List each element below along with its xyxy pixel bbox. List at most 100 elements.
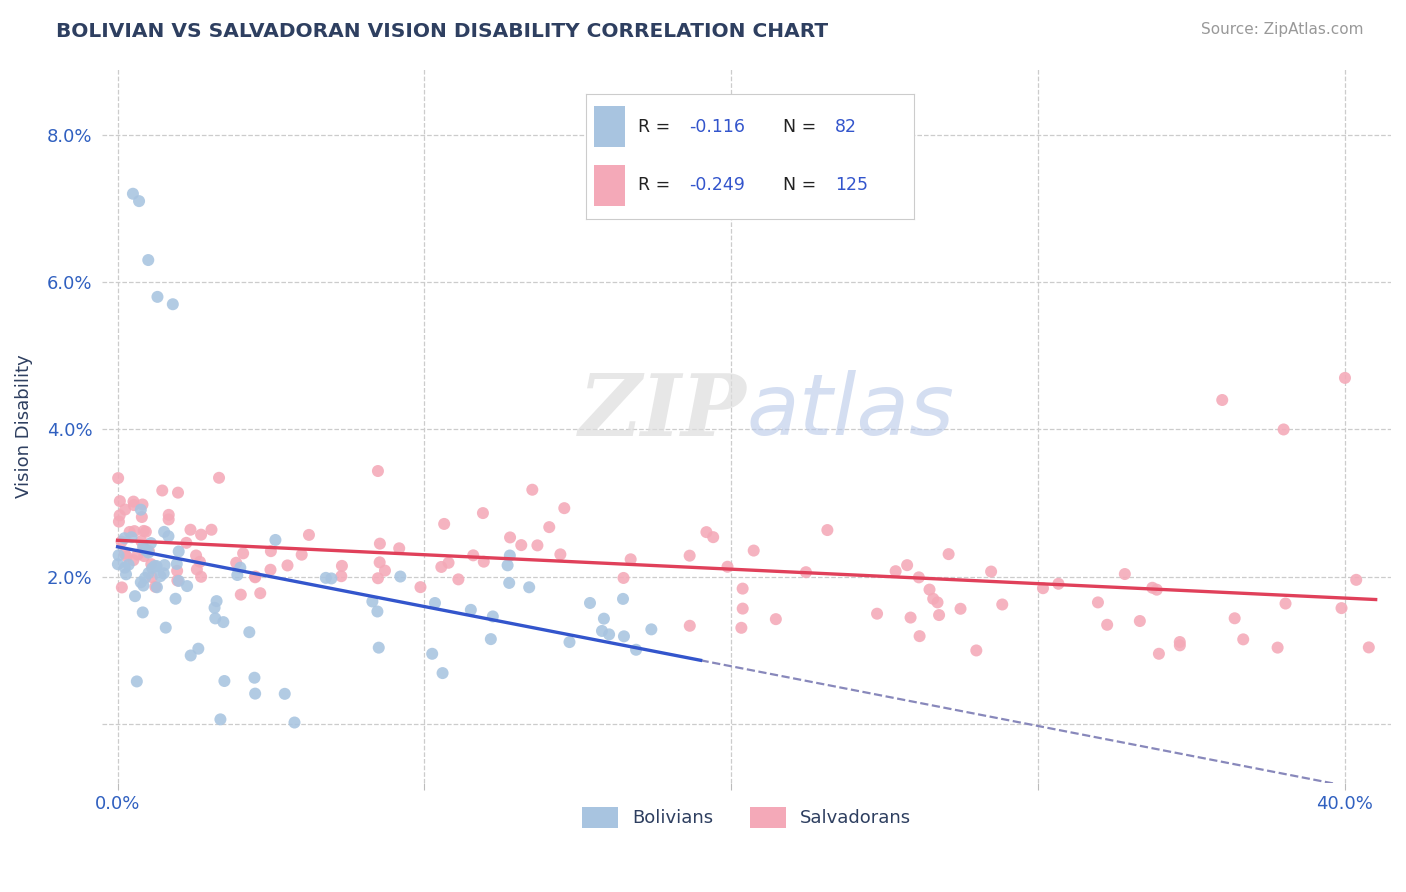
Point xyxy=(190,527,212,541)
Point xyxy=(765,612,787,626)
Point xyxy=(143,580,166,594)
Text: Source: ZipAtlas.com: Source: ZipAtlas.com xyxy=(1201,22,1364,37)
Point xyxy=(482,609,505,624)
Point xyxy=(612,591,634,606)
Point xyxy=(526,538,548,552)
Point xyxy=(1232,632,1254,647)
Point xyxy=(1147,647,1170,661)
Point xyxy=(991,598,1014,612)
Point xyxy=(204,600,226,615)
Point xyxy=(938,547,960,561)
Point xyxy=(980,565,1002,579)
Point xyxy=(132,524,155,538)
Point xyxy=(131,510,153,524)
Point xyxy=(367,571,389,585)
Point xyxy=(420,647,443,661)
Point xyxy=(730,621,752,635)
Point xyxy=(367,464,389,478)
Point xyxy=(620,552,643,566)
Point xyxy=(129,575,152,590)
Point xyxy=(129,502,152,516)
Point xyxy=(214,673,236,688)
Point xyxy=(187,641,209,656)
Point xyxy=(243,687,266,701)
Point xyxy=(315,571,337,585)
Point xyxy=(815,523,838,537)
Point xyxy=(155,621,177,635)
Point xyxy=(143,559,166,574)
Text: ZIP: ZIP xyxy=(579,370,747,453)
Text: atlas: atlas xyxy=(747,370,955,453)
Point xyxy=(110,534,132,549)
Point xyxy=(107,471,129,485)
Point xyxy=(731,582,754,596)
Point xyxy=(1168,635,1191,649)
Point xyxy=(212,615,235,629)
Point xyxy=(124,524,146,538)
Point xyxy=(132,578,155,592)
Point xyxy=(1168,638,1191,652)
Point xyxy=(149,569,172,583)
Point xyxy=(167,544,190,558)
Point xyxy=(366,605,388,619)
Point xyxy=(209,712,232,726)
Point xyxy=(553,501,575,516)
Point xyxy=(695,525,717,540)
Point xyxy=(388,541,411,556)
Point xyxy=(114,502,136,516)
Text: BOLIVIAN VS SALVADORAN VISION DISABILITY CORRELATION CHART: BOLIVIAN VS SALVADORAN VISION DISABILITY… xyxy=(56,22,828,41)
Point xyxy=(291,548,314,562)
Point xyxy=(447,573,470,587)
Point xyxy=(679,619,702,633)
Point xyxy=(471,506,494,520)
Point xyxy=(107,549,129,563)
Point xyxy=(141,557,163,571)
Point xyxy=(1129,614,1152,628)
Point xyxy=(229,560,252,574)
Point xyxy=(249,586,271,600)
Point xyxy=(157,529,180,543)
Point xyxy=(1334,371,1357,385)
Point xyxy=(949,601,972,615)
Legend: Bolivians, Salvadorans: Bolivians, Salvadorans xyxy=(575,799,918,835)
Point xyxy=(409,580,432,594)
Point xyxy=(232,546,254,560)
Point xyxy=(153,558,176,572)
Point xyxy=(114,546,136,560)
Point xyxy=(612,571,634,585)
Point xyxy=(238,625,260,640)
Point xyxy=(122,494,145,508)
Point xyxy=(1272,422,1295,436)
Point xyxy=(229,588,252,602)
Point xyxy=(432,666,454,681)
Point xyxy=(423,596,446,610)
Point xyxy=(134,549,156,563)
Point xyxy=(115,549,138,564)
Point xyxy=(498,576,520,591)
Point xyxy=(510,538,533,552)
Point xyxy=(138,566,160,580)
Point xyxy=(138,545,160,559)
Point xyxy=(150,483,173,498)
Point xyxy=(1146,582,1168,597)
Point xyxy=(538,520,561,534)
Point xyxy=(1267,640,1289,655)
Point xyxy=(276,558,298,573)
Point xyxy=(122,498,145,512)
Point xyxy=(118,524,141,539)
Point xyxy=(125,674,148,689)
Point xyxy=(499,531,522,545)
Point xyxy=(896,558,918,573)
Point xyxy=(153,524,176,539)
Point xyxy=(679,549,702,563)
Point xyxy=(330,558,353,573)
Point xyxy=(884,564,907,578)
Point xyxy=(165,591,187,606)
Point xyxy=(157,512,180,526)
Point xyxy=(128,194,150,208)
Point xyxy=(702,530,724,544)
Point xyxy=(321,571,343,585)
Point xyxy=(389,569,412,583)
Point xyxy=(259,563,281,577)
Point xyxy=(731,601,754,615)
